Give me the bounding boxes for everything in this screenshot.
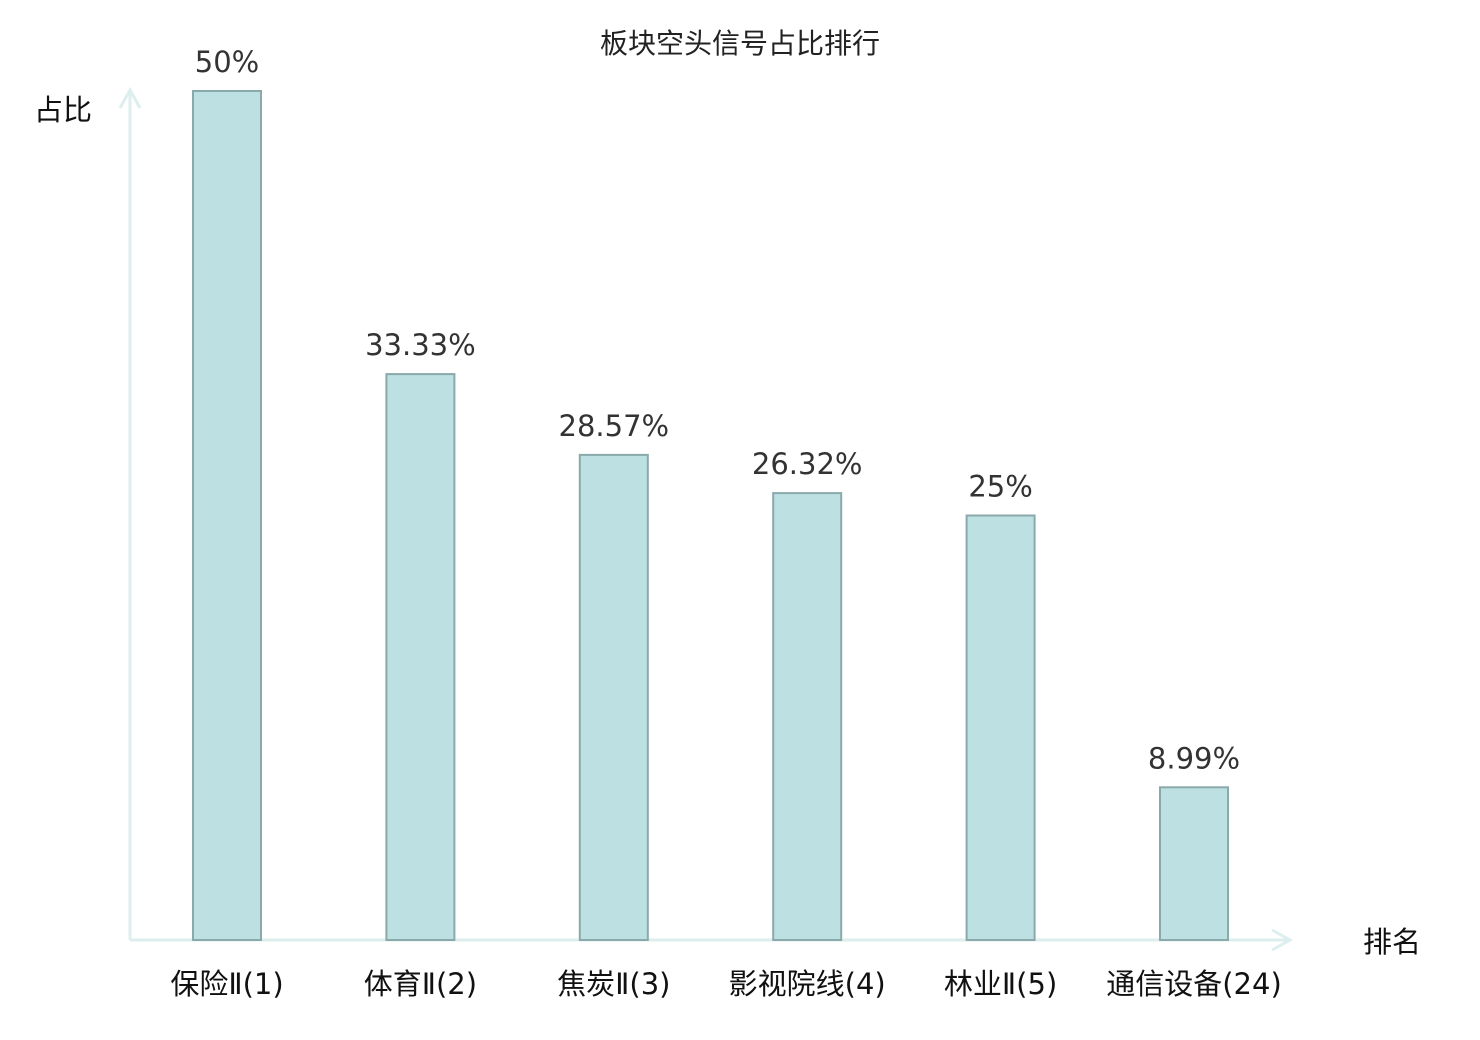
category-tick-label: 影视院线(4) xyxy=(729,967,886,1001)
x-axis-arrow xyxy=(1271,928,1294,952)
x-axis-label: 排名 xyxy=(1363,925,1421,959)
bars-group xyxy=(192,90,1229,942)
chart-title: 板块空头信号占比排行 xyxy=(600,27,880,60)
x-axis xyxy=(130,928,1294,952)
y-axis-label: 占比 xyxy=(34,93,92,127)
bar-value-label: 26.32% xyxy=(752,447,863,481)
bar-value-label: 33.33% xyxy=(365,328,476,362)
bar-value-label: 8.99% xyxy=(1148,741,1240,775)
category-labels-group: 保险Ⅱ(1) 体育Ⅱ(2) 焦炭Ⅱ(3) 影视院线(4) 林业Ⅱ(5) 通信设备(24) xyxy=(170,967,1281,1001)
bar-value-label: 25% xyxy=(968,470,1032,504)
category-tick-label: 焦炭Ⅱ(3) xyxy=(557,967,670,1001)
category-tick-label: 体育Ⅱ(2) xyxy=(364,967,477,1001)
bar xyxy=(578,453,649,941)
bar xyxy=(965,514,1036,941)
bar xyxy=(1159,786,1229,941)
y-axis-arrow xyxy=(118,86,142,109)
y-axis xyxy=(118,86,142,940)
category-tick-label: 通信设备(24) xyxy=(1106,967,1282,1001)
category-tick-label: 保险Ⅱ(1) xyxy=(170,967,283,1001)
bar xyxy=(772,492,843,941)
category-tick-label: 林业Ⅱ(5) xyxy=(944,967,1057,1001)
bar xyxy=(192,90,262,941)
bar-value-label: 50% xyxy=(195,45,259,79)
bar-value-label: 28.57% xyxy=(559,409,670,443)
value-labels-group: 50% 33.33% 28.57% 26.32% 25% 8.99% xyxy=(195,45,1240,775)
bar xyxy=(385,373,456,942)
